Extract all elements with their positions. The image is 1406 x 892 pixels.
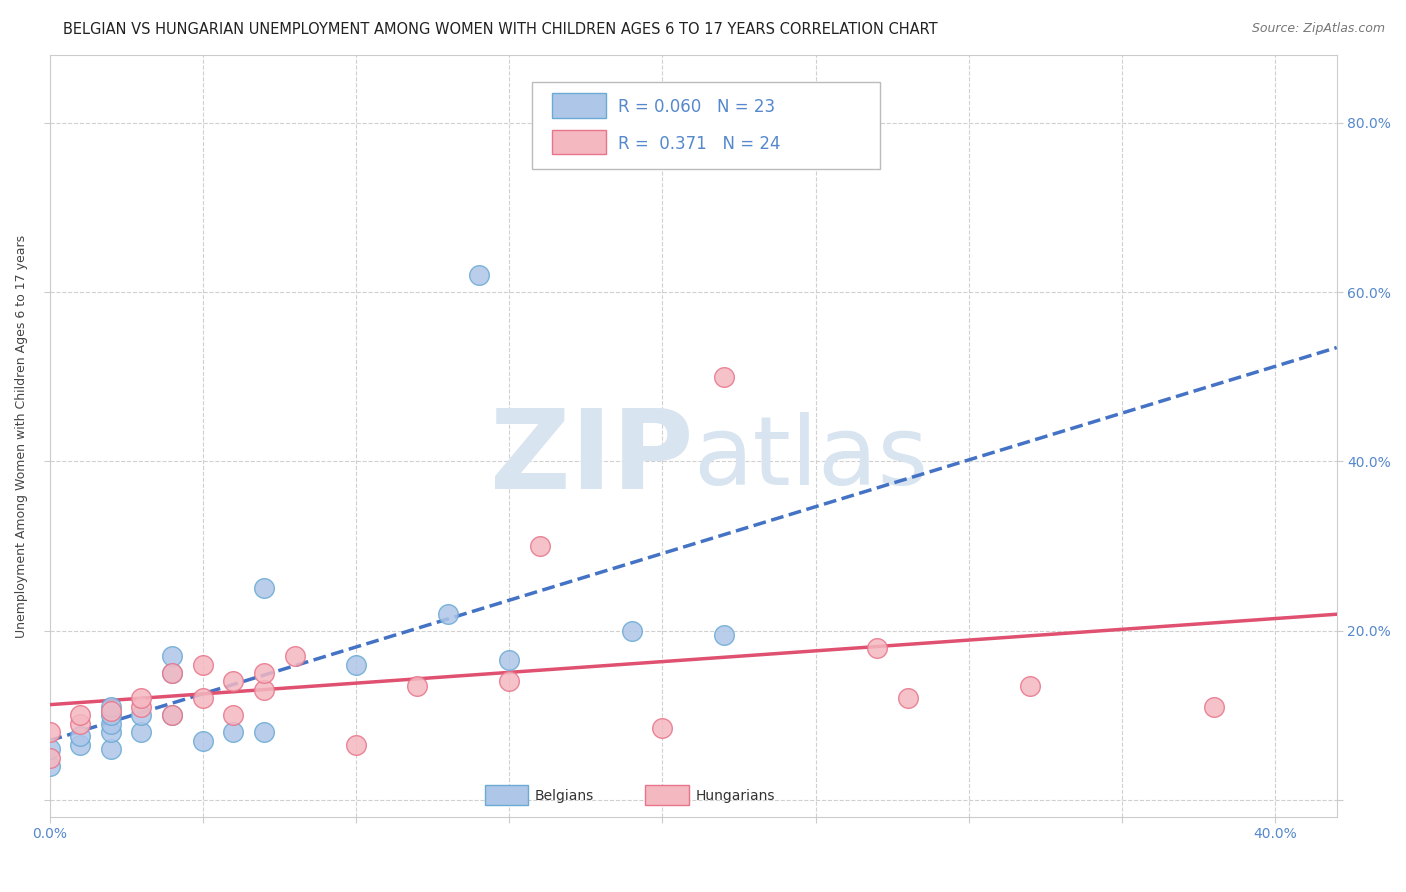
Point bbox=[866, 640, 889, 655]
Text: R = 0.060   N = 23: R = 0.060 N = 23 bbox=[619, 98, 776, 116]
Point bbox=[69, 730, 91, 744]
Point bbox=[100, 725, 122, 739]
Point bbox=[160, 666, 183, 681]
Point bbox=[529, 539, 551, 553]
Point bbox=[284, 649, 307, 664]
Point bbox=[467, 268, 489, 283]
Point bbox=[406, 679, 429, 693]
Point bbox=[69, 716, 91, 731]
Point bbox=[222, 708, 245, 723]
Point bbox=[38, 759, 60, 773]
Point bbox=[222, 674, 245, 689]
Point bbox=[100, 716, 122, 731]
Point bbox=[437, 607, 460, 621]
Point bbox=[253, 682, 276, 697]
Point bbox=[620, 624, 643, 638]
Point bbox=[100, 699, 122, 714]
Point bbox=[131, 691, 153, 706]
Point bbox=[253, 666, 276, 681]
Text: atlas: atlas bbox=[693, 412, 928, 506]
FancyBboxPatch shape bbox=[551, 130, 606, 154]
Point bbox=[131, 699, 153, 714]
Point bbox=[897, 691, 920, 706]
Point bbox=[713, 369, 735, 384]
Point bbox=[160, 666, 183, 681]
Point bbox=[191, 691, 214, 706]
Text: ZIP: ZIP bbox=[489, 405, 693, 512]
Y-axis label: Unemployment Among Women with Children Ages 6 to 17 years: Unemployment Among Women with Children A… bbox=[15, 235, 28, 638]
Point bbox=[69, 738, 91, 752]
Point bbox=[100, 704, 122, 718]
Point bbox=[160, 708, 183, 723]
Point bbox=[38, 742, 60, 756]
FancyBboxPatch shape bbox=[533, 82, 880, 169]
Point bbox=[131, 725, 153, 739]
Point bbox=[344, 657, 367, 672]
Text: Hungarians: Hungarians bbox=[696, 789, 775, 803]
Point bbox=[191, 657, 214, 672]
Point bbox=[1204, 699, 1226, 714]
Point bbox=[100, 708, 122, 723]
Text: Belgians: Belgians bbox=[534, 789, 595, 803]
Text: R =  0.371   N = 24: R = 0.371 N = 24 bbox=[619, 135, 780, 153]
Point bbox=[651, 721, 673, 735]
Point bbox=[131, 708, 153, 723]
Point bbox=[1019, 679, 1042, 693]
Point bbox=[498, 653, 520, 667]
Point bbox=[191, 733, 214, 747]
Point bbox=[160, 649, 183, 664]
Point bbox=[713, 628, 735, 642]
Point bbox=[253, 725, 276, 739]
Point bbox=[69, 708, 91, 723]
Point bbox=[222, 725, 245, 739]
FancyBboxPatch shape bbox=[551, 94, 606, 118]
Point bbox=[38, 750, 60, 764]
Text: Source: ZipAtlas.com: Source: ZipAtlas.com bbox=[1251, 22, 1385, 36]
FancyBboxPatch shape bbox=[645, 785, 689, 805]
Point bbox=[160, 708, 183, 723]
Point bbox=[253, 582, 276, 596]
FancyBboxPatch shape bbox=[485, 785, 529, 805]
Point bbox=[498, 674, 520, 689]
Point bbox=[344, 738, 367, 752]
Point bbox=[100, 742, 122, 756]
Point bbox=[38, 725, 60, 739]
Text: BELGIAN VS HUNGARIAN UNEMPLOYMENT AMONG WOMEN WITH CHILDREN AGES 6 TO 17 YEARS C: BELGIAN VS HUNGARIAN UNEMPLOYMENT AMONG … bbox=[63, 22, 938, 37]
